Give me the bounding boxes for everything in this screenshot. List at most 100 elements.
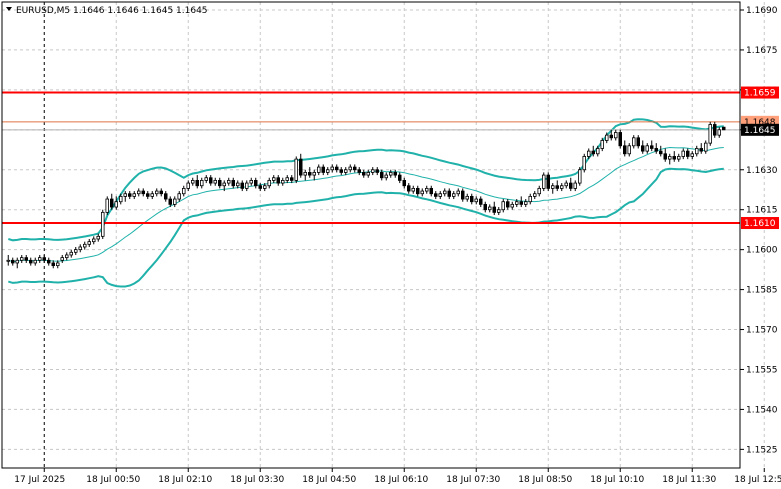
candle-body-bull [587, 150, 591, 157]
candle-body-bear [24, 257, 28, 261]
bollinger-lower-band [8, 167, 724, 288]
candle-body-bear [505, 201, 510, 208]
candle-body-bull [316, 166, 321, 173]
candle [379, 169, 384, 181]
candle-body-bull [96, 235, 101, 240]
candle-body-bear [110, 198, 114, 208]
candle-body-bull [515, 201, 519, 205]
candle-body-bull [605, 134, 609, 141]
candle-body-bull [496, 209, 501, 213]
candle [307, 167, 312, 178]
candle [127, 191, 132, 200]
candle-body-bear [195, 180, 199, 187]
support-level-tag-label: 1.1610 [744, 219, 776, 229]
candle [591, 145, 596, 157]
candle-body-bull [74, 249, 78, 253]
candle-body-bear [321, 166, 325, 173]
candle [110, 193, 114, 210]
candle [42, 254, 47, 263]
candle-body-bull [123, 193, 128, 197]
candle-body-bull [226, 180, 231, 184]
candle [510, 201, 514, 210]
time-axis: 17 Jul 2025 18 Jul 00:50 18 Jul 02:10 18 Ju… [14, 468, 781, 485]
time-tick-label: 18 Jul 06:10 [374, 475, 428, 485]
candle-body-bear [636, 137, 641, 147]
price-tick-label: 1.1570 [746, 326, 778, 336]
candle [208, 175, 213, 186]
candle [496, 207, 501, 216]
candle-body-bull [578, 169, 582, 184]
candle-body-bull [69, 251, 74, 256]
candle [474, 196, 478, 205]
price-tick-label: 1.1615 [746, 206, 778, 216]
candle [105, 196, 110, 216]
candle-body-bear [375, 169, 379, 173]
candle [361, 169, 366, 178]
candle [555, 180, 560, 192]
candle-body-bull [38, 257, 42, 261]
candle [636, 135, 641, 149]
candle [186, 180, 190, 192]
price-tick-label: 1.1585 [746, 286, 778, 296]
candle [33, 257, 38, 266]
candle [704, 140, 708, 154]
candle-body-bull [456, 190, 460, 195]
candle-body-bull [564, 182, 569, 187]
candle [303, 169, 307, 181]
candle-body-bull [181, 187, 186, 195]
candle [235, 180, 240, 189]
candle [19, 254, 24, 263]
candle-body-bull [681, 150, 686, 157]
candle-body-bear [127, 193, 132, 197]
candle-body-bear [10, 259, 15, 264]
candle [596, 145, 600, 157]
candle-body-bear [429, 187, 433, 195]
candle-body-bull [92, 238, 96, 243]
candle-body-bull [708, 124, 713, 144]
candle [465, 193, 469, 202]
candle [352, 164, 357, 173]
time-tick-label: 18 Jul 04:50 [302, 475, 356, 485]
candle [501, 199, 505, 213]
candle-body-bull [56, 262, 60, 267]
candle-body-bear [379, 172, 384, 179]
candle [150, 191, 154, 200]
candle-body-bull [101, 211, 105, 237]
candlesticks[interactable] [6, 121, 726, 269]
candle-body-bull [510, 203, 514, 208]
dropdown-triangle-icon[interactable] [6, 7, 12, 11]
candle-body-bull [442, 190, 447, 195]
candle-body-bull [83, 243, 87, 248]
candle [402, 177, 406, 189]
candle [605, 132, 609, 144]
candle-body-bull [204, 177, 208, 181]
candle [505, 199, 510, 210]
candle-body-bull [695, 148, 699, 155]
candle [650, 140, 654, 152]
candle [641, 140, 645, 154]
candle-body-bull [424, 187, 429, 192]
candle [388, 169, 393, 178]
candle-body-bear [460, 190, 465, 200]
candle [15, 257, 19, 269]
candle [686, 148, 690, 160]
candle-body-bull [105, 198, 110, 213]
candle-body-bull [15, 259, 19, 264]
candle-body-bear [47, 259, 51, 264]
candle-body-bull [199, 180, 204, 187]
candle [582, 153, 587, 173]
candle-body-bull [596, 148, 600, 155]
candle [375, 167, 379, 176]
candle-body-bull [136, 190, 141, 195]
candle [713, 121, 717, 138]
candle [253, 177, 258, 189]
candle [321, 164, 325, 176]
price-tick-label: 1.1600 [746, 246, 778, 256]
candle-body-bull [325, 169, 330, 173]
candle [195, 175, 199, 189]
candle-body-bull [451, 193, 456, 197]
price-axis: 1.1690 1.1675 1.1659 1.1645 1.1630 1.1615 1.16… [1, 1, 779, 469]
candle-body-bull [551, 185, 555, 189]
price-tick-label: 1.1555 [746, 365, 778, 375]
